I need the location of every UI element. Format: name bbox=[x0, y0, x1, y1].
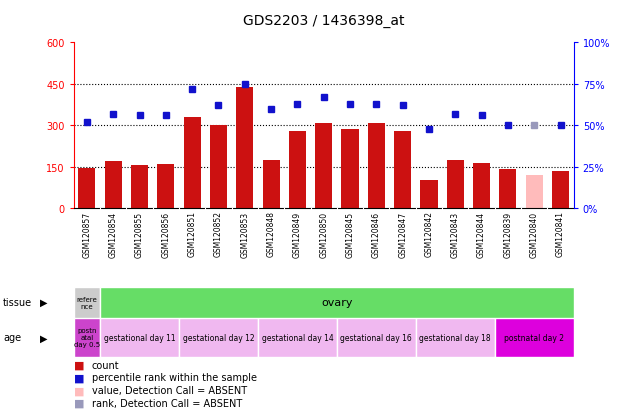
Text: percentile rank within the sample: percentile rank within the sample bbox=[92, 373, 256, 382]
Text: GSM120840: GSM120840 bbox=[529, 211, 538, 257]
Bar bbox=[473, 163, 490, 209]
Text: postnatal day 2: postnatal day 2 bbox=[504, 333, 564, 342]
Text: tissue: tissue bbox=[3, 297, 32, 308]
Bar bbox=[74, 287, 100, 318]
Bar bbox=[526, 176, 543, 209]
Text: GSM120857: GSM120857 bbox=[83, 211, 92, 257]
Text: GSM120845: GSM120845 bbox=[345, 211, 354, 257]
Bar bbox=[552, 171, 569, 209]
Bar bbox=[179, 318, 258, 357]
Bar bbox=[394, 131, 412, 209]
Bar bbox=[183, 118, 201, 209]
Text: gestational day 18: gestational day 18 bbox=[419, 333, 491, 342]
Text: postn
atal
day 0.5: postn atal day 0.5 bbox=[74, 328, 100, 348]
Text: GSM120854: GSM120854 bbox=[109, 211, 118, 257]
Bar bbox=[100, 318, 179, 357]
Text: ■: ■ bbox=[74, 385, 84, 395]
Text: GSM120852: GSM120852 bbox=[214, 211, 223, 257]
Bar bbox=[315, 123, 332, 209]
Bar bbox=[447, 160, 464, 209]
Bar bbox=[368, 123, 385, 209]
Bar bbox=[263, 160, 279, 209]
Text: GSM120842: GSM120842 bbox=[424, 211, 433, 257]
Text: ■: ■ bbox=[74, 373, 84, 382]
Text: GSM120850: GSM120850 bbox=[319, 211, 328, 257]
Text: age: age bbox=[3, 332, 21, 343]
Bar bbox=[495, 318, 574, 357]
Text: GDS2203 / 1436398_at: GDS2203 / 1436398_at bbox=[243, 14, 404, 28]
Text: value, Detection Call = ABSENT: value, Detection Call = ABSENT bbox=[92, 385, 247, 395]
Text: gestational day 14: gestational day 14 bbox=[262, 333, 333, 342]
Bar bbox=[236, 88, 253, 209]
Text: GSM120839: GSM120839 bbox=[503, 211, 512, 257]
Text: ▶: ▶ bbox=[40, 332, 48, 343]
Bar bbox=[416, 318, 495, 357]
Bar bbox=[131, 166, 148, 209]
Bar bbox=[258, 318, 337, 357]
Text: ▶: ▶ bbox=[40, 297, 48, 308]
Text: GSM120851: GSM120851 bbox=[188, 211, 197, 257]
Text: GSM120847: GSM120847 bbox=[398, 211, 407, 257]
Text: refere
nce: refere nce bbox=[76, 296, 97, 309]
Bar bbox=[74, 318, 100, 357]
Text: GSM120853: GSM120853 bbox=[240, 211, 249, 257]
Text: GSM120848: GSM120848 bbox=[267, 211, 276, 257]
Bar bbox=[78, 169, 96, 209]
Text: gestational day 11: gestational day 11 bbox=[104, 333, 176, 342]
Bar bbox=[499, 170, 517, 209]
Bar bbox=[157, 164, 174, 209]
Bar bbox=[342, 130, 358, 209]
Bar bbox=[289, 131, 306, 209]
Bar bbox=[104, 162, 122, 209]
Bar bbox=[337, 318, 416, 357]
Text: GSM120856: GSM120856 bbox=[162, 211, 171, 257]
Text: ■: ■ bbox=[74, 360, 84, 370]
Text: gestational day 16: gestational day 16 bbox=[340, 333, 412, 342]
Text: ■: ■ bbox=[74, 398, 84, 408]
Text: GSM120844: GSM120844 bbox=[477, 211, 486, 257]
Text: count: count bbox=[92, 360, 119, 370]
Text: ovary: ovary bbox=[321, 297, 353, 308]
Text: GSM120843: GSM120843 bbox=[451, 211, 460, 257]
Text: gestational day 12: gestational day 12 bbox=[183, 333, 254, 342]
Bar bbox=[210, 126, 227, 209]
Text: GSM120841: GSM120841 bbox=[556, 211, 565, 257]
Bar bbox=[420, 181, 438, 209]
Text: GSM120846: GSM120846 bbox=[372, 211, 381, 257]
Text: GSM120855: GSM120855 bbox=[135, 211, 144, 257]
Text: GSM120849: GSM120849 bbox=[293, 211, 302, 257]
Text: rank, Detection Call = ABSENT: rank, Detection Call = ABSENT bbox=[92, 398, 242, 408]
